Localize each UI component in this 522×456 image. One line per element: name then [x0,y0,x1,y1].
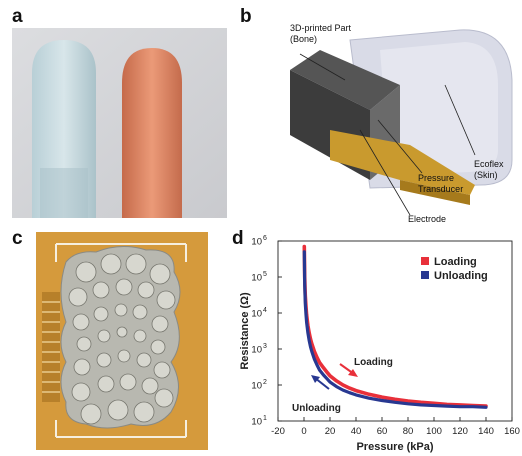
x-tick-label: -20 [271,426,285,437]
x-tick-label: 120 [452,426,468,437]
label-transducer: Transducer [418,184,463,194]
y-tick-exponent: 5 [263,271,267,278]
panel-label-d: d [232,228,244,249]
sensor-cells [68,253,176,425]
x-tick-label: 100 [426,426,442,437]
callout-line-pressure [377,119,423,174]
skin-highlight [380,42,498,175]
legend-swatch-unloading [421,271,429,279]
y-tick-exponent: 4 [263,307,267,314]
label-3d-printed-part: 3D-printed Part [290,23,352,33]
y-tick-exponent: 3 [263,343,267,350]
y-tick-exponent: 2 [263,379,267,386]
finger-cap-base [40,168,88,218]
callout-line-electrode [359,129,411,216]
frame-corner-marks [55,243,187,438]
y-tick-exponent: 1 [263,415,267,422]
panel-label-a: a [12,6,23,27]
y-tick-label: 10 [251,345,262,356]
label-electrode: Electrode [408,214,446,224]
label-pressure: Pressure [418,173,454,183]
x-tick-label: 160 [504,426,520,437]
curve-annotations: Loading Unloading [292,357,393,414]
legend-label-unloading: Unloading [434,270,488,282]
x-tick-label: 60 [377,426,388,437]
y-tick-label: 10 [251,237,262,248]
flex-electrode [330,130,475,195]
y-axis-label: Resistance (Ω) [239,292,251,370]
sensor-assembly-render: 3D-printed Part (Bone) Pressure Transduc… [250,10,522,225]
x-tick-label: 140 [478,426,494,437]
annotation-unloading: Unloading [292,403,341,414]
y-tick-label: 10 [251,381,262,392]
photo-finger-comparison [12,28,227,218]
y-tick-label: 10 [251,309,262,320]
y-tick-label: 10 [251,273,262,284]
legend-swatch-loading [421,257,429,265]
plot-frame [277,240,513,422]
sensor-array-micrograph [36,232,208,450]
legend-label-loading: Loading [434,256,477,268]
sensor-assembly-svg: 3D-printed Part (Bone) Pressure Transduc… [290,23,513,224]
x-tick-label: 20 [325,426,336,437]
panel-label-c: c [12,228,23,249]
y-tick-exponent: 6 [263,235,267,242]
electrode-traces [42,292,60,402]
label-bone: (Bone) [290,34,317,44]
callout-line-ecoflex [444,84,476,156]
label-ecoflex: Ecoflex [474,159,504,169]
callout-line-bone [299,53,346,81]
series-layer [302,244,488,409]
x-axis-ticks: -20 0 20 40 60 80 100 120 140 160 [271,417,520,437]
x-axis-label: Pressure (kPa) [356,441,433,453]
label-skin: (Skin) [474,170,498,180]
human-finger [122,48,182,218]
unloading-arrow-head [311,375,320,383]
legend: Loading Unloading [421,256,488,282]
series-line-unloading [302,250,488,409]
micrograph-svg [36,232,208,450]
y-tick-label: 10 [251,417,262,428]
x-tick-label: 80 [403,426,414,437]
panel-label-b: b [240,6,252,27]
x-tick-label: 40 [351,426,362,437]
annotation-loading: Loading [354,357,393,368]
electrode-edge [400,180,470,205]
loading-arrow-head [348,369,358,377]
finger-photo-svg [12,28,227,218]
x-tick-label: 0 [301,426,306,437]
